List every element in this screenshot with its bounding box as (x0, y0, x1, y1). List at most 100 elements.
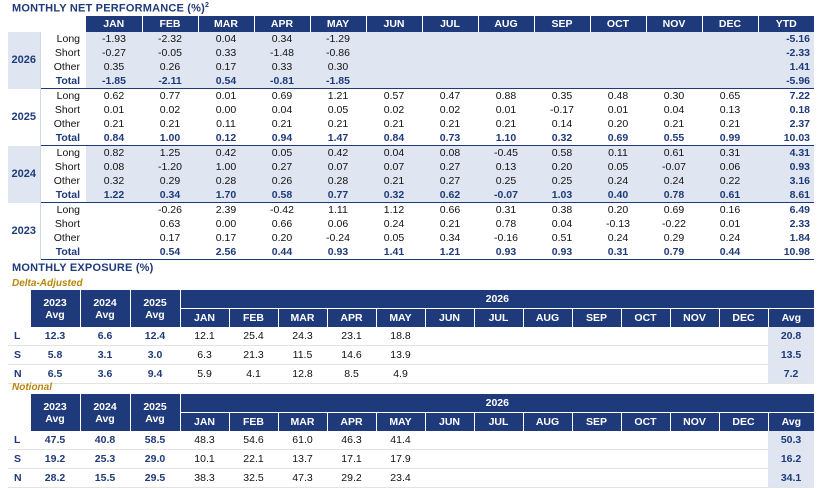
value-cell (86, 231, 142, 245)
header-blank-label (40, 16, 86, 32)
value-cell: 2.39 (215, 204, 237, 216)
header-jan: JAN (86, 16, 142, 32)
exposure-header-row-1: 2023 Avg 2024 Avg 2025 Avg 2026 (8, 394, 815, 431)
value-cell: 0.11 (590, 145, 646, 160)
value-cell: -0.05 (142, 46, 198, 60)
performance-row-2025-long: 2025 Long 0.62 0.77 0.01 0.69 1.21 0.57 0.47 0.88… (8, 88, 814, 146)
value-cell: 0.21 (439, 218, 461, 230)
header-avg: Avg (95, 308, 115, 321)
value-cell: 0.88 (495, 90, 517, 102)
month-cell: 4.1 (229, 364, 278, 384)
month-cell (474, 364, 523, 384)
value-cell: 0.47 (439, 90, 461, 102)
value-cell: 0.24 (607, 232, 629, 244)
value-cell: 1.22 (86, 188, 142, 203)
month-cell: 21.3 (229, 345, 278, 365)
month-cell (719, 327, 768, 346)
exposure-row-s: S 5.8 3.1 3.0 6.3 21.3 11.5 14.6 13.9 13.5 (8, 345, 815, 365)
ytd-cell: 0.93 (758, 160, 814, 174)
value-cell: -1.48 (254, 46, 310, 60)
value-cell (590, 74, 646, 89)
value-cell: 0.02 (159, 104, 181, 116)
value-cell: 0.30 (310, 60, 366, 74)
performance-row-2023-short: Short 0.63 0.00 0.66 0.06 0.24 0.21 0.78 0.04 -0.… (8, 217, 814, 231)
value-cell: -0.27 (86, 46, 142, 60)
row-label: Other (53, 232, 80, 244)
value-cell: 1.11 (328, 204, 348, 216)
value-cell: 1.25 (142, 145, 198, 160)
row-label: Short (54, 47, 80, 59)
header-may: MAY (375, 412, 425, 431)
month-cell: 12.8 (278, 364, 327, 384)
value-cell (534, 74, 590, 89)
header-year-avg-2024: 2024 Avg (79, 290, 130, 327)
value-cell: 0.28 (198, 174, 254, 188)
year-avg-cell: 3.6 (80, 364, 130, 384)
value-cell: 0.21 (271, 118, 293, 130)
header-avg: Avg (45, 308, 65, 321)
avg-cell: 16.2 (768, 449, 815, 469)
value-cell (702, 32, 758, 46)
value-cell: 0.01 (607, 104, 629, 116)
header-dec: DEC (701, 16, 758, 32)
value-cell: 2.56 (198, 245, 254, 260)
header-apr: APR (326, 308, 376, 327)
value-cell: 0.69 (663, 204, 685, 216)
value-cell: 0.08 (422, 145, 478, 160)
row-label: N (8, 364, 30, 384)
month-cell (572, 327, 621, 346)
month-cell: 54.6 (229, 431, 278, 450)
header-year: 2025 (143, 400, 167, 413)
value-cell: -1.29 (310, 32, 366, 46)
row-label: S (8, 345, 30, 365)
row-label: Other (53, 175, 80, 187)
header-blank (8, 290, 30, 327)
value-cell: 0.06 (327, 218, 349, 230)
performance-row-2024-short: Short 0.08 -1.20 1.00 0.27 0.07 0.07 0.27 0.13 0.… (8, 160, 814, 174)
value-cell: 0.54 (198, 74, 254, 89)
value-cell: 0.07 (310, 160, 366, 174)
value-cell: 0.20 (607, 204, 629, 216)
value-cell: 0.48 (607, 90, 629, 102)
header-aug: AUG (477, 16, 534, 32)
header-avg: Avg (95, 412, 115, 425)
value-cell: 0.04 (271, 104, 293, 116)
value-cell (590, 60, 646, 74)
value-cell: 0.38 (551, 204, 573, 216)
value-cell: -1.85 (310, 74, 366, 89)
year-avg-cell: 47.5 (30, 431, 80, 450)
value-cell: 0.04 (551, 218, 573, 230)
header-feb: FEB (228, 412, 278, 431)
year-avg-cell: 9.4 (130, 364, 180, 384)
value-cell: -0.42 (270, 204, 294, 216)
value-cell: 1.47 (310, 131, 366, 146)
year-avg-cell: 29.0 (130, 449, 180, 469)
value-cell: 0.28 (310, 174, 366, 188)
value-cell: 0.34 (254, 32, 310, 46)
header-blank (8, 394, 30, 431)
value-cell: 0.32 (534, 131, 590, 146)
month-cell (719, 431, 768, 450)
header-feb: FEB (141, 16, 198, 32)
month-cell (719, 345, 768, 365)
value-cell: 0.42 (198, 145, 254, 160)
month-cell: 46.3 (327, 431, 376, 450)
value-cell (478, 74, 534, 89)
row-label: L (8, 431, 30, 450)
month-cell (523, 345, 572, 365)
performance-row-2023-other: Other 0.17 0.17 0.20 -0.24 0.05 0.34 -0.16 0.51 0… (8, 231, 814, 245)
value-cell: -2.32 (142, 32, 198, 46)
ytd-cell: 4.31 (758, 145, 814, 160)
month-cell (572, 364, 621, 384)
value-cell: -1.20 (142, 160, 198, 174)
value-cell: 0.84 (86, 131, 142, 146)
value-cell: 0.29 (142, 174, 198, 188)
ytd-cell: 3.16 (758, 174, 814, 188)
value-cell: 0.21 (159, 118, 181, 130)
value-cell: 0.05 (590, 160, 646, 174)
avg-cell: 13.5 (768, 345, 815, 365)
year-avg-cell: 5.8 (30, 345, 80, 365)
exposure-row-s: S 19.2 25.3 29.0 10.1 22.1 13.7 17.1 17.9 16.2 (8, 449, 815, 469)
exposure-row-l: L 12.3 6.6 12.4 12.1 25.4 24.3 23.1 18.8 20.8 (8, 327, 815, 346)
value-cell: 0.51 (551, 232, 573, 244)
